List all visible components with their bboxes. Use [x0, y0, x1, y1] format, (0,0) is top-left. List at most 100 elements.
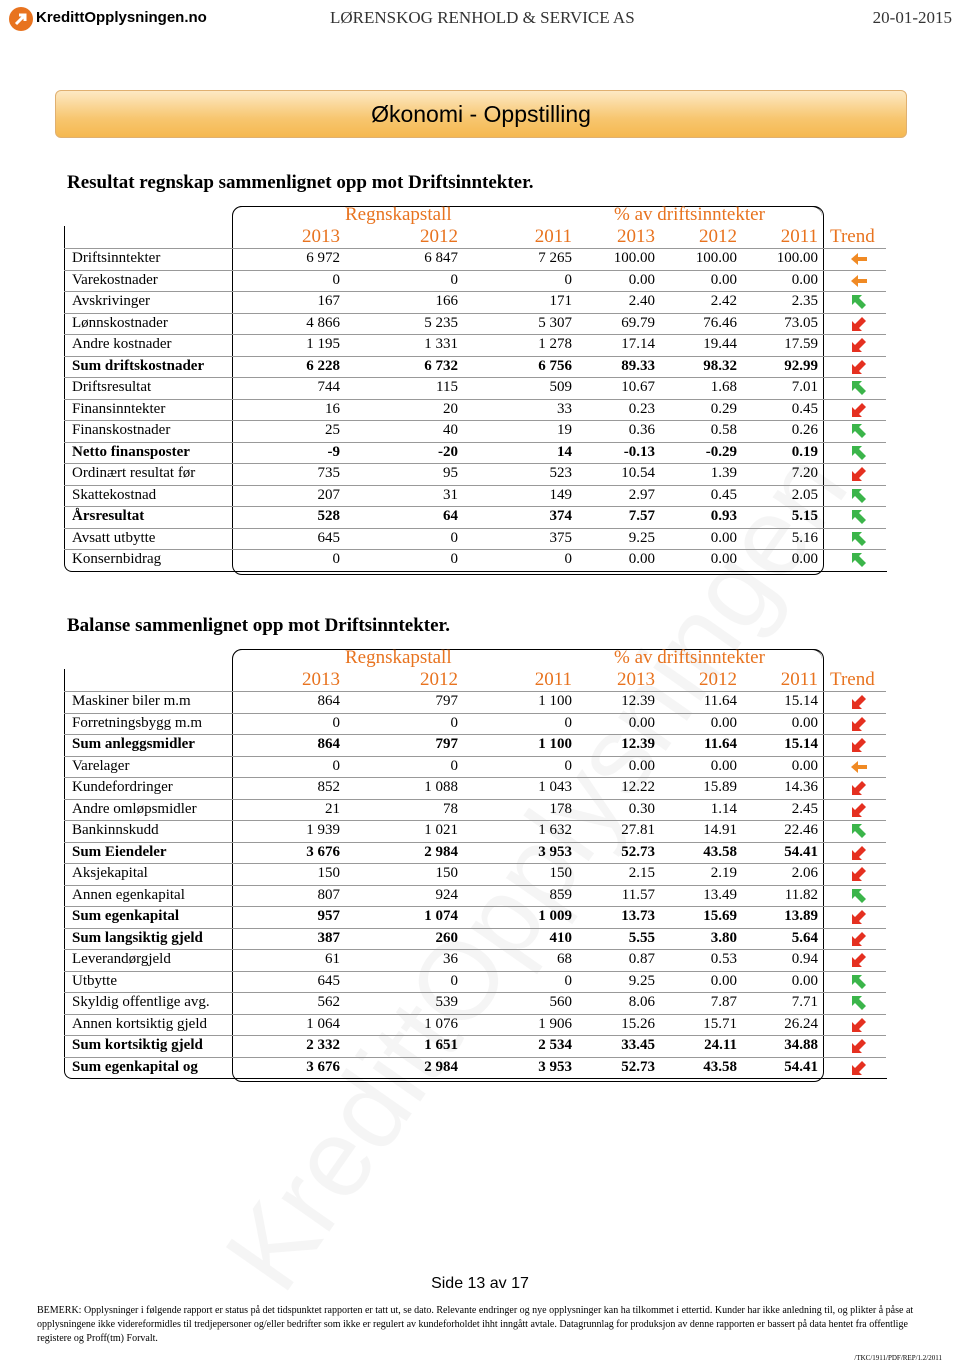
cell-value: 0.45 [710, 486, 737, 503]
row-label: Konsernbidrag [72, 551, 162, 567]
cell-value: 0.00 [791, 271, 818, 288]
row-line [64, 970, 886, 972]
row-label: Finanskostnader [72, 422, 171, 438]
row-line [64, 841, 886, 843]
cell-value: 150 [549, 865, 573, 881]
trend-icon [850, 293, 868, 316]
trend-icon [850, 1059, 868, 1082]
row-line [64, 269, 886, 271]
cell-value: 0 [332, 714, 341, 731]
trend-icon [850, 465, 868, 488]
row-line [64, 355, 886, 357]
row-line [64, 712, 886, 714]
cell-value: 21 [325, 800, 340, 817]
cell-value: 852 [317, 779, 341, 795]
cell-value: 523 [549, 465, 573, 481]
cell-value: 76.46 [703, 314, 737, 331]
cell-value: 0.23 [628, 400, 655, 417]
cell-value: 14.36 [784, 779, 818, 795]
row-line [64, 820, 886, 821]
cell-value: 178 [549, 800, 573, 817]
cell-value: 924 [435, 886, 459, 903]
cell-value: 166 [435, 293, 459, 309]
cell-value: -9 [327, 443, 341, 460]
cell-value: 43.58 [703, 843, 737, 860]
cell-value: 864 [317, 736, 341, 752]
trend-icon [850, 250, 868, 273]
cell-value: 374 [549, 508, 573, 524]
report-date: 20-01-2015 [872, 8, 952, 27]
cell-value: 0.00 [791, 757, 818, 774]
row-label: Maskiner biler m.m [72, 693, 191, 709]
cell-value: 6 972 [306, 250, 340, 266]
trend-icon [850, 422, 868, 445]
cell-value: 115 [436, 379, 458, 395]
cell-value: 95 [443, 465, 458, 481]
cell-value: 100.00 [613, 250, 655, 266]
cell-value: 15.14 [784, 693, 818, 709]
cell-value: 52.73 [621, 1058, 655, 1075]
column-header: 2012 [699, 226, 737, 247]
trend-icon [850, 908, 868, 931]
row-label: Andre kostnader [72, 336, 172, 352]
cell-value: 7.20 [791, 465, 818, 481]
cell-value: 31 [443, 486, 458, 503]
cell-value: 11.64 [703, 693, 737, 709]
cell-value: 17.14 [621, 336, 655, 352]
column-header: Trend [830, 226, 875, 247]
cell-value: 0.36 [628, 422, 655, 438]
cell-value: 15.71 [703, 1015, 737, 1032]
trend-icon [850, 508, 868, 531]
cell-value: 0.00 [710, 714, 737, 731]
cell-value: 509 [549, 379, 573, 395]
row-label: Skattekostnad [72, 486, 157, 503]
row-label: Varekostnader [72, 271, 158, 288]
cell-value: 12.39 [621, 736, 655, 752]
row-line [64, 377, 886, 378]
cell-value: 0 [332, 757, 341, 774]
cell-value: 100.00 [695, 250, 737, 266]
row-line [64, 927, 886, 929]
cell-value: 2 984 [424, 843, 458, 860]
cell-value: 2.05 [791, 486, 818, 503]
cell-value: 1.68 [710, 379, 737, 395]
table-outline [64, 669, 887, 1079]
group-header: % av driftsinntekter [614, 647, 765, 668]
row-label: Andre omløpsmidler [72, 800, 197, 817]
group-box-outline [232, 206, 824, 575]
row-line [64, 863, 886, 864]
cell-value: 6 732 [424, 357, 458, 374]
cell-value: 957 [317, 908, 341, 924]
cell-value: 1 651 [424, 1037, 458, 1053]
company-name: LØRENSKOG RENHOLD & SERVICE AS [330, 8, 635, 27]
row-line [64, 906, 886, 907]
cell-value: 410 [549, 929, 573, 946]
trend-icon [850, 930, 868, 953]
cell-value: 17.59 [784, 336, 818, 352]
trend-icon [850, 887, 868, 910]
cell-value: 3 953 [538, 1058, 572, 1075]
cell-value: 25 [325, 422, 340, 438]
cell-value: 1 064 [306, 1015, 340, 1032]
trend-icon [850, 401, 868, 424]
cell-value: 14 [557, 443, 572, 460]
trend-icon [850, 736, 868, 759]
cell-value: 0.00 [628, 714, 655, 731]
row-line [64, 441, 886, 443]
row-line [64, 691, 886, 692]
cell-value: 34.88 [784, 1037, 818, 1053]
cell-value: 11.64 [704, 736, 737, 752]
cell-value: 69.79 [621, 314, 655, 331]
row-label: Sum egenkapital [72, 908, 180, 924]
row-line [64, 755, 886, 757]
row-line [64, 506, 886, 507]
section-title: Balanse sammenlignet opp mot Driftsinnte… [67, 615, 450, 636]
footer-note: BEMERK: Opplysninger i følgende rapport … [37, 1305, 914, 1344]
cell-value: 645 [317, 529, 341, 546]
cell-value: 9.25 [628, 972, 655, 989]
cell-value: 167 [317, 293, 341, 309]
cell-value: 864 [317, 693, 341, 709]
cell-value: 1 076 [424, 1015, 458, 1032]
cell-value: 0.30 [628, 800, 655, 817]
cell-value: 7.57 [628, 508, 655, 524]
